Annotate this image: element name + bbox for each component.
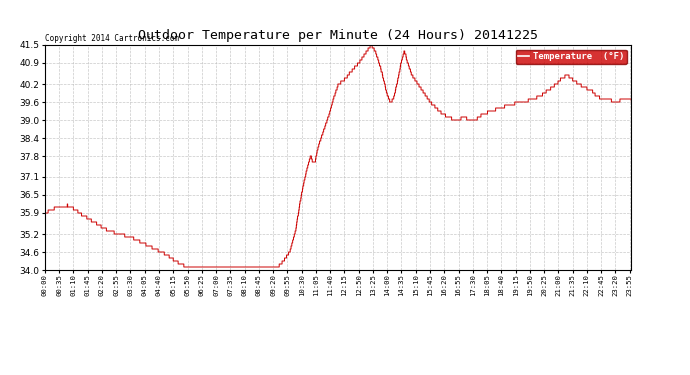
- Text: Copyright 2014 Cartronics.com: Copyright 2014 Cartronics.com: [45, 34, 179, 43]
- Title: Outdoor Temperature per Minute (24 Hours) 20141225: Outdoor Temperature per Minute (24 Hours…: [138, 30, 538, 42]
- Legend: Temperature  (°F): Temperature (°F): [515, 50, 627, 64]
